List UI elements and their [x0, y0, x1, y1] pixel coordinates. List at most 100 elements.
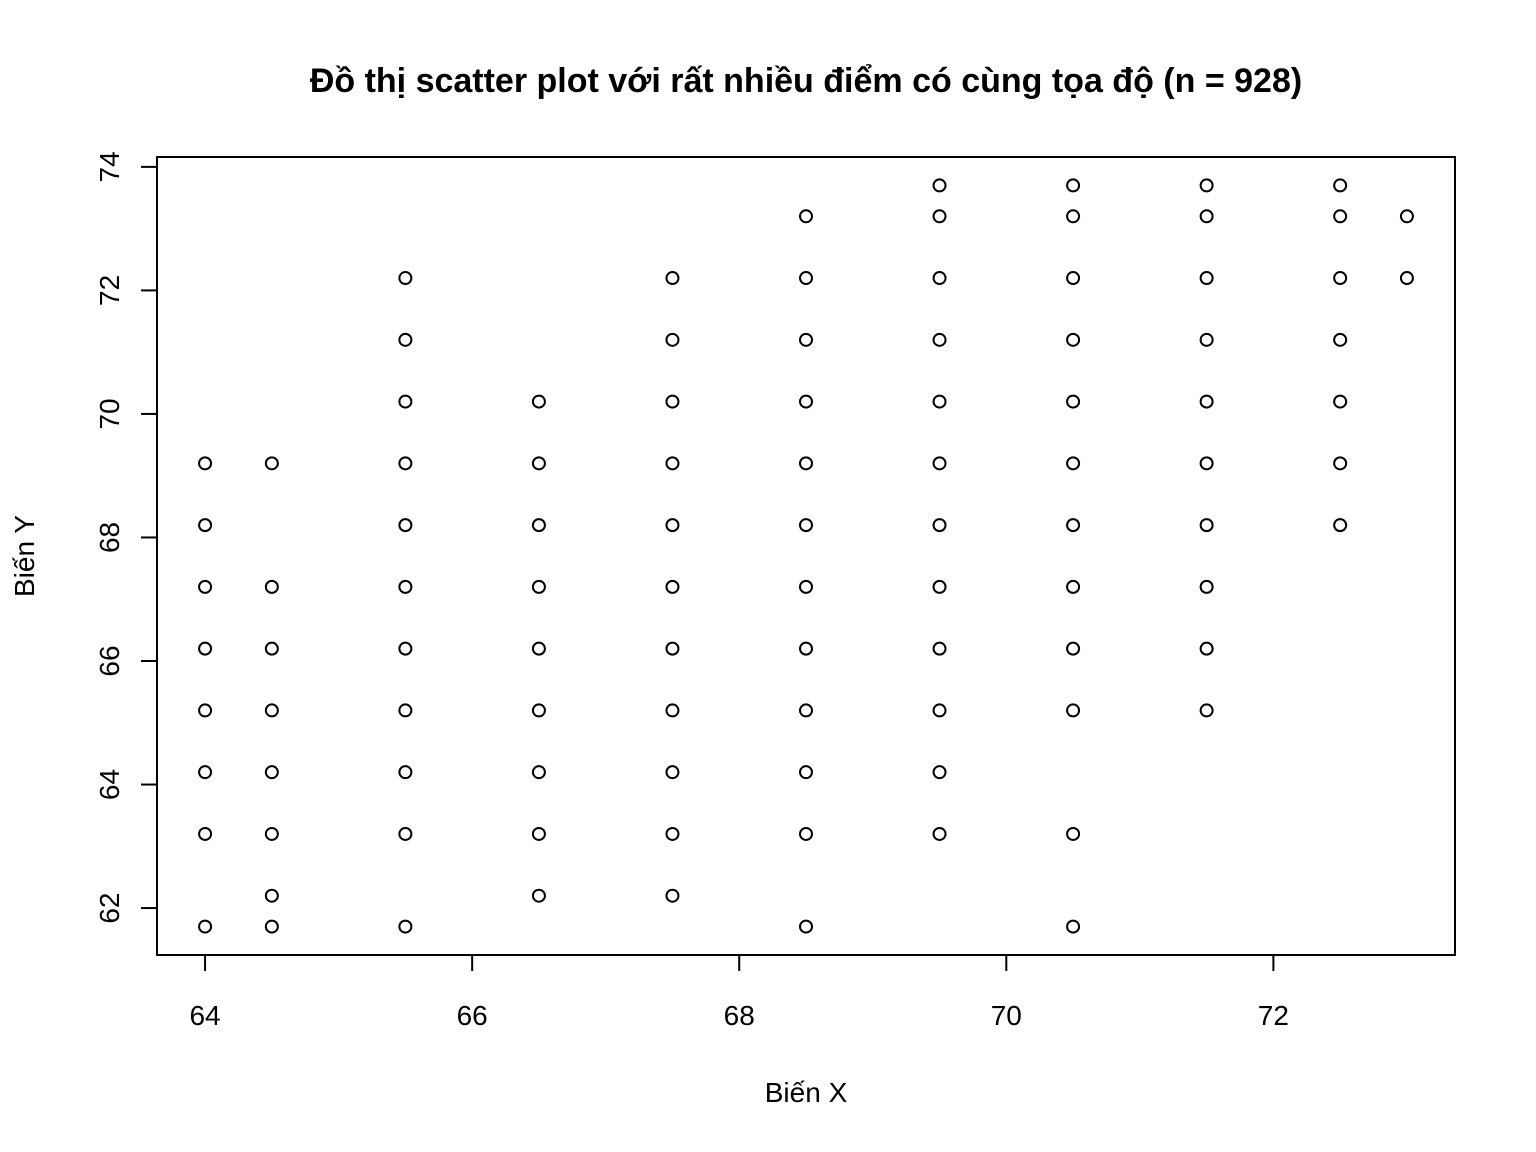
- data-point: [799, 826, 813, 841]
- data-point: [398, 394, 413, 409]
- data-point: [665, 765, 680, 780]
- data-point: [665, 518, 680, 533]
- x-tick-label: 68: [724, 1000, 755, 1031]
- y-tick-label: 62: [94, 892, 125, 923]
- data-point: [799, 641, 813, 656]
- data-point: [1399, 209, 1414, 224]
- data-point: [198, 518, 213, 533]
- data-point: [1333, 332, 1348, 347]
- x-tick-label: 72: [1258, 1000, 1289, 1031]
- data-point: [264, 579, 279, 594]
- data-point: [1333, 394, 1348, 409]
- data-point: [1333, 518, 1348, 533]
- data-point: [1199, 518, 1214, 533]
- data-point: [799, 919, 813, 934]
- data-point: [198, 919, 213, 934]
- y-tick-label: 74: [94, 151, 125, 182]
- data-point: [531, 703, 546, 718]
- data-point: [1199, 394, 1214, 409]
- data-point: [1066, 456, 1081, 471]
- data-point: [1066, 518, 1081, 533]
- data-point: [665, 641, 680, 656]
- data-point: [198, 641, 213, 656]
- y-tick-label: 70: [94, 398, 125, 429]
- data-point: [398, 765, 413, 780]
- data-point: [932, 394, 947, 409]
- data-point: [398, 332, 413, 347]
- data-point: [665, 826, 680, 841]
- data-point: [799, 332, 813, 347]
- data-point: [531, 456, 546, 471]
- data-point: [932, 332, 947, 347]
- data-point: [398, 579, 413, 594]
- x-axis-title: Biến X: [765, 1077, 848, 1108]
- data-point: [1066, 394, 1081, 409]
- data-point: [799, 456, 813, 471]
- data-point: [198, 579, 213, 594]
- data-point: [264, 888, 279, 903]
- data-point: [799, 271, 813, 286]
- data-point: [1066, 826, 1081, 841]
- data-point: [665, 332, 680, 347]
- data-point: [1333, 178, 1348, 193]
- data-point: [1199, 703, 1214, 718]
- data-point: [264, 765, 279, 780]
- data-point: [932, 579, 947, 594]
- data-point: [665, 456, 680, 471]
- y-axis: 62 64 66 68 70 72 74: [94, 151, 158, 924]
- data-point: [198, 703, 213, 718]
- data-point: [932, 456, 947, 471]
- data-point: [1199, 456, 1214, 471]
- data-point: [398, 641, 413, 656]
- data-point: [932, 641, 947, 656]
- data-point: [264, 703, 279, 718]
- data-point: [398, 456, 413, 471]
- data-point: [531, 888, 546, 903]
- data-point: [799, 518, 813, 533]
- x-tick-label: 66: [457, 1000, 488, 1031]
- data-point: [264, 919, 279, 934]
- data-point: [932, 765, 947, 780]
- data-point: [531, 765, 546, 780]
- data-point: [1199, 579, 1214, 594]
- data-point: [398, 826, 413, 841]
- data-point: [1066, 919, 1081, 934]
- data-point: [799, 209, 813, 224]
- data-point: [531, 394, 546, 409]
- data-point: [1199, 209, 1214, 224]
- data-point: [398, 518, 413, 533]
- data-point: [799, 579, 813, 594]
- data-point: [932, 518, 947, 533]
- data-point: [1199, 641, 1214, 656]
- y-axis-title: Biến Y: [9, 515, 40, 597]
- data-point: [398, 919, 413, 934]
- data-point: [198, 456, 213, 471]
- data-point: [1199, 332, 1214, 347]
- data-point: [799, 765, 813, 780]
- data-point: [665, 394, 680, 409]
- data-point: [665, 271, 680, 286]
- data-point: [1066, 178, 1081, 193]
- data-point: [665, 888, 680, 903]
- data-point: [665, 579, 680, 594]
- y-tick-label: 64: [94, 769, 125, 800]
- data-point: [799, 703, 813, 718]
- data-point: [531, 826, 546, 841]
- data-point: [1066, 209, 1081, 224]
- data-point: [531, 518, 546, 533]
- data-point: [531, 641, 546, 656]
- data-point: [264, 826, 279, 841]
- chart-title: Đồ thị scatter plot với rất nhiều điểm c…: [310, 62, 1302, 100]
- y-tick-label: 68: [94, 522, 125, 553]
- x-tick-label: 70: [991, 1000, 1022, 1031]
- data-point: [1399, 271, 1414, 286]
- data-point: [264, 456, 279, 471]
- data-point: [398, 703, 413, 718]
- data-point: [932, 209, 947, 224]
- data-point: [1333, 456, 1348, 471]
- y-tick-label: 72: [94, 275, 125, 306]
- data-point: [1199, 178, 1214, 193]
- data-point: [932, 271, 947, 286]
- data-point: [932, 703, 947, 718]
